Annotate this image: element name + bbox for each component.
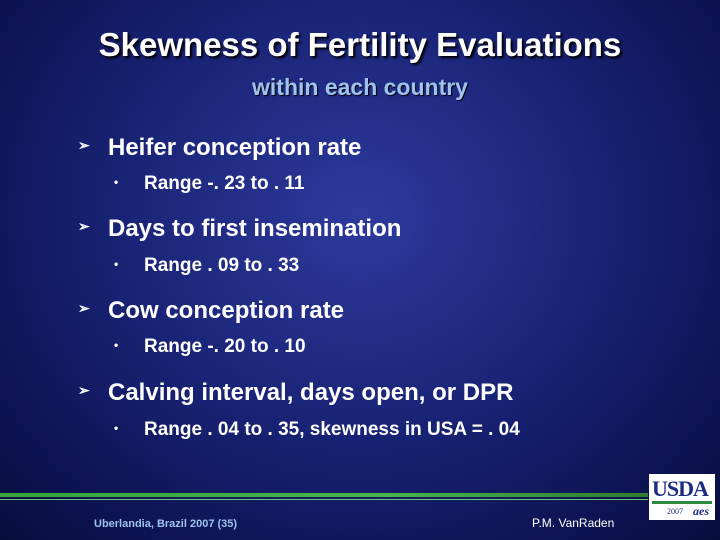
dot-bullet-icon: •	[114, 174, 119, 189]
bullet-item: ➢ Days to first insemination	[78, 215, 401, 243]
footer-divider	[0, 493, 648, 497]
sub-bullet-text: Range -. 20 to . 10	[144, 336, 306, 357]
bullet-text: Calving interval, days open, or DPR	[108, 379, 514, 406]
usda-logo: USDA 2007 aes	[649, 474, 715, 520]
arrow-bullet-icon: ➢	[78, 382, 90, 399]
sub-bullet-item: • Range . 04 to . 35, skewness in USA = .…	[114, 419, 520, 441]
dot-bullet-icon: •	[114, 420, 119, 435]
sub-bullet-text: Range -. 23 to . 11	[144, 173, 305, 194]
footer-author: P.M. VanRaden	[532, 516, 615, 530]
bullet-text: Heifer conception rate	[108, 134, 362, 161]
bullet-text: Cow conception rate	[108, 297, 345, 324]
slide-title: Skewness of Fertility Evaluations	[98, 26, 622, 63]
arrow-bullet-icon: ➢	[78, 218, 90, 235]
slide-subtitle: within each country	[252, 74, 468, 100]
sub-bullet-item: • Range . 09 to . 33	[114, 255, 299, 277]
sub-bullet-text: Range . 09 to . 33	[144, 255, 300, 276]
arrow-bullet-icon: ➢	[78, 137, 90, 154]
usda-logo-text: USDA	[652, 476, 709, 501]
sub-bullet-item: • Range -. 20 to . 10	[114, 336, 306, 358]
aes-logo-text: aes	[693, 504, 709, 518]
bullet-item: ➢ Cow conception rate	[78, 297, 344, 325]
usda-logo-bar	[652, 501, 712, 504]
dot-bullet-icon: •	[114, 256, 119, 271]
footer-divider-thin	[0, 499, 648, 500]
sub-bullet-item: • Range -. 23 to . 11	[114, 173, 305, 195]
bullet-item: ➢ Calving interval, days open, or DPR	[78, 379, 513, 407]
sub-bullet-text: Range . 04 to . 35, skewness in USA = . …	[144, 419, 520, 440]
bullet-text: Days to first insemination	[108, 215, 402, 242]
arrow-bullet-icon: ➢	[78, 300, 90, 317]
dot-bullet-icon: •	[114, 337, 119, 352]
logo-year: 2007	[667, 507, 683, 516]
footer-event: Uberlandia, Brazil 2007 (35)	[94, 518, 238, 530]
bullet-item: ➢ Heifer conception rate	[78, 134, 361, 162]
